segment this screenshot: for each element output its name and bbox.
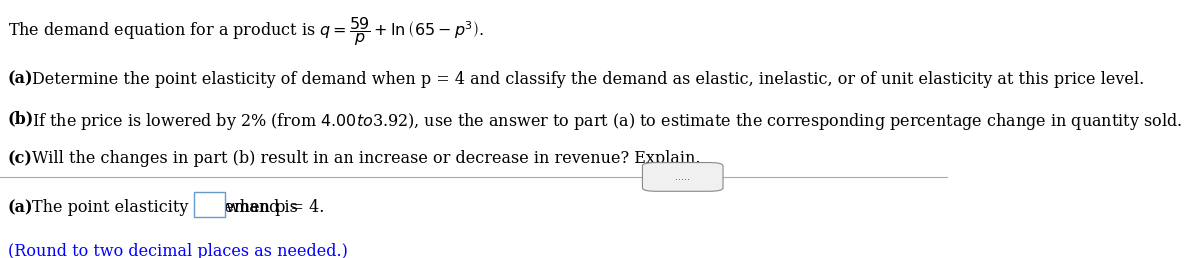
- Text: (c): (c): [7, 150, 32, 167]
- Text: The demand equation for a product is $q = \dfrac{59}{p} + \ln\left(65 - p^3\righ: The demand equation for a product is $q …: [7, 15, 484, 49]
- Text: The point elasticity of demand is: The point elasticity of demand is: [32, 199, 298, 216]
- Text: .....: .....: [676, 172, 690, 182]
- Text: (a): (a): [7, 199, 34, 216]
- Text: (b): (b): [7, 111, 34, 127]
- FancyBboxPatch shape: [194, 192, 224, 217]
- Text: Will the changes in part (b) result in an increase or decrease in revenue? Expla: Will the changes in part (b) result in a…: [32, 150, 701, 167]
- FancyBboxPatch shape: [642, 163, 724, 191]
- Text: (Round to two decimal places as needed.): (Round to two decimal places as needed.): [7, 243, 348, 258]
- Text: If the price is lowered by 2% (from $4.00 to $3.92), use the answer to part (a) : If the price is lowered by 2% (from $4.0…: [32, 111, 1182, 132]
- Text: Determine the point elasticity of demand when p = 4 and classify the demand as e: Determine the point elasticity of demand…: [32, 71, 1145, 88]
- Text: when p = 4.: when p = 4.: [226, 199, 324, 216]
- Text: (a): (a): [7, 71, 34, 88]
